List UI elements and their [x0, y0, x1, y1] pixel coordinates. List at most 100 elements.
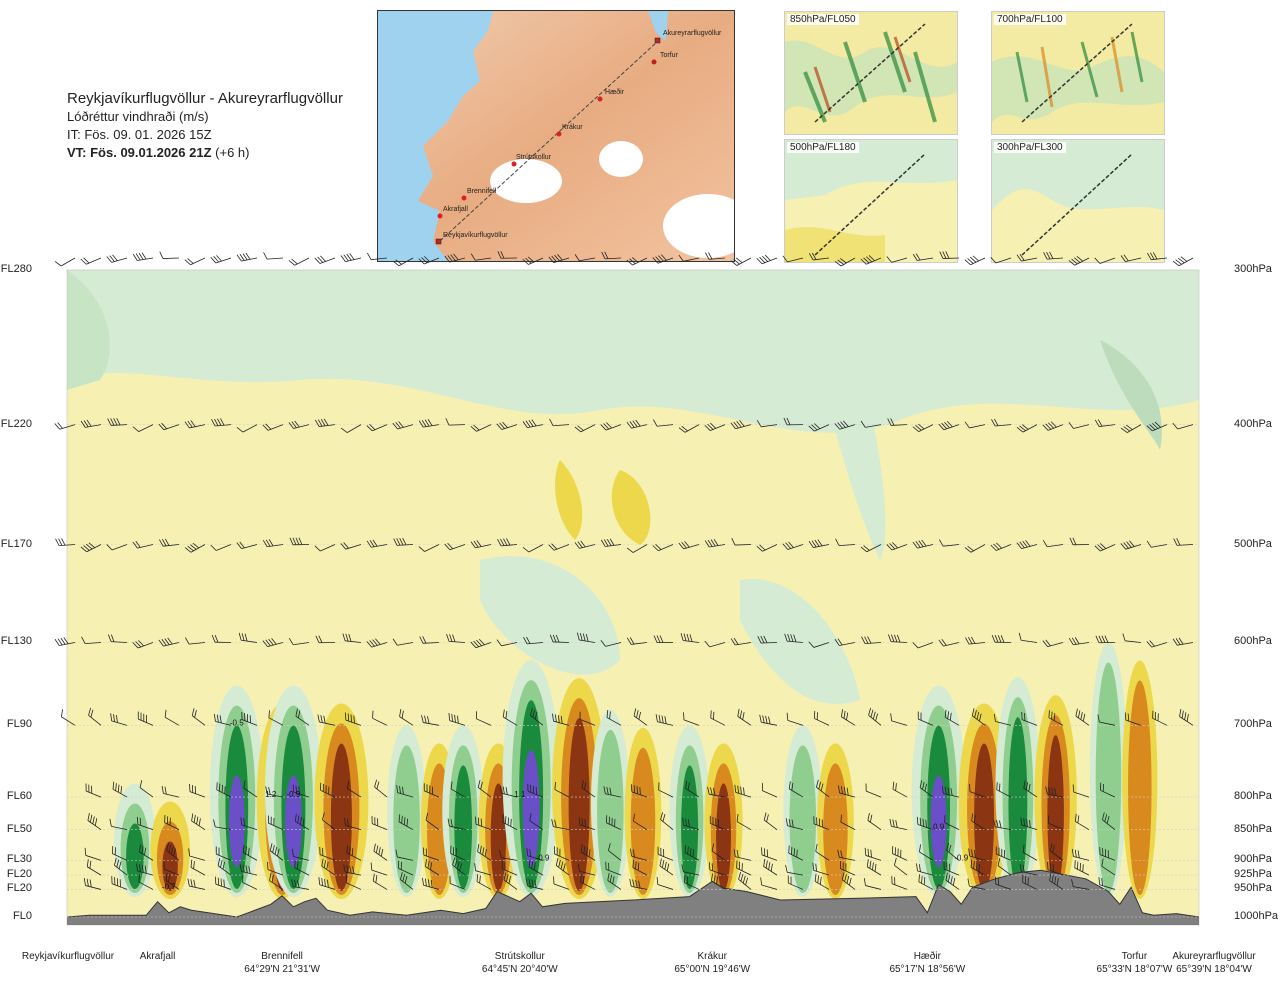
barb-feather	[760, 877, 763, 886]
fl-tick-label: FL0	[13, 910, 32, 922]
barb-feather	[164, 638, 170, 645]
wind-barb	[526, 848, 544, 861]
barb-feather	[422, 847, 425, 856]
barb-feather	[1177, 257, 1185, 264]
barb-feather	[1075, 708, 1078, 717]
barb-feather	[818, 818, 821, 827]
barb-feather	[638, 711, 641, 720]
wind-barb	[263, 252, 284, 260]
wind-barb	[342, 633, 362, 643]
barb-feather	[247, 847, 250, 856]
barb-feather	[816, 779, 819, 788]
barb-feather	[638, 880, 641, 889]
wind-barb	[912, 253, 934, 261]
barb-feather	[302, 818, 305, 827]
inset-300hpa-svg	[992, 140, 1164, 262]
barb-feather	[687, 782, 690, 791]
wind-barb	[608, 843, 622, 861]
barb-feather	[374, 779, 378, 788]
barb-feather	[184, 547, 192, 553]
barb-feather	[393, 538, 398, 546]
wind-barb	[837, 849, 856, 861]
wind-barb	[446, 634, 466, 643]
terrain-profile	[67, 869, 1199, 925]
wind-barb	[912, 642, 934, 649]
barb-feather	[268, 787, 271, 795]
barb-shaft	[162, 257, 180, 259]
barb-feather	[348, 634, 352, 642]
barb-feather	[529, 848, 531, 857]
barb-shaft	[840, 821, 856, 831]
contour-value-label: -0.7	[162, 882, 176, 891]
hpa-tick-label: 500hPa	[1234, 537, 1272, 550]
barb-feather	[716, 876, 719, 885]
wind-barb	[445, 418, 466, 426]
barb-feather	[766, 849, 769, 857]
barb-shaft	[111, 825, 128, 831]
barb-feather	[837, 849, 840, 858]
barb-feather	[531, 419, 537, 427]
wind-barb	[288, 257, 310, 266]
barb-feather	[892, 845, 894, 854]
wind-barb	[243, 780, 258, 798]
wind-barb	[944, 815, 960, 831]
barb-feather	[865, 783, 867, 792]
barb-feather	[295, 708, 298, 717]
barb-feather	[821, 819, 823, 828]
barb-feather	[759, 256, 766, 263]
barb-feather	[919, 844, 921, 852]
barb-shaft	[787, 257, 804, 263]
barb-feather	[658, 714, 661, 723]
barb-feather	[979, 713, 982, 722]
barb-feather	[340, 255, 346, 262]
barb-feather	[736, 420, 742, 428]
wind-barb	[210, 255, 232, 264]
barb-feather	[1094, 419, 1100, 427]
wind-barb	[737, 708, 752, 726]
updraft-band	[1095, 662, 1122, 893]
barb-feather	[864, 636, 869, 644]
barb-feather	[661, 860, 665, 868]
barb-feather	[401, 815, 403, 824]
barb-feather	[791, 782, 794, 791]
barb-feather	[112, 781, 115, 790]
barb-feather	[762, 255, 768, 262]
barb-feather	[447, 818, 450, 827]
barb-feather	[1102, 812, 1105, 820]
barb-feather	[846, 712, 849, 721]
barb-feather	[114, 847, 116, 855]
wind-barb	[241, 711, 258, 726]
barb-feather	[245, 846, 248, 854]
barb-feather	[298, 786, 300, 795]
barb-shaft	[761, 257, 778, 265]
barb-feather	[548, 544, 555, 551]
wind-barb	[576, 632, 596, 643]
updraft-band	[597, 729, 624, 893]
barb-feather	[406, 818, 409, 827]
barb-feather	[87, 812, 90, 821]
barb-feather	[196, 816, 199, 825]
barb-feather	[941, 785, 944, 794]
barb-feather	[820, 783, 824, 792]
barb-feather	[918, 540, 924, 547]
barb-feather	[170, 846, 174, 855]
wind-barb	[782, 255, 804, 263]
barb-feather	[950, 787, 953, 796]
barb-feather	[114, 857, 117, 866]
barb-feather	[298, 537, 303, 545]
barb-shaft	[242, 882, 258, 890]
barb-shaft	[632, 257, 648, 266]
wind-barb	[159, 251, 180, 259]
barb-feather	[219, 783, 221, 792]
barb-feather	[88, 542, 96, 548]
barb-feather	[372, 539, 378, 547]
barb-shaft	[813, 642, 830, 648]
wind-barb	[523, 636, 544, 645]
station-marker-strutskollur	[511, 161, 517, 167]
wind-barb	[191, 708, 206, 726]
barb-feather	[340, 427, 348, 433]
barb-feather	[317, 256, 324, 263]
barb-feather	[57, 638, 63, 646]
barb-feather	[294, 860, 296, 868]
barb-feather	[581, 818, 584, 826]
